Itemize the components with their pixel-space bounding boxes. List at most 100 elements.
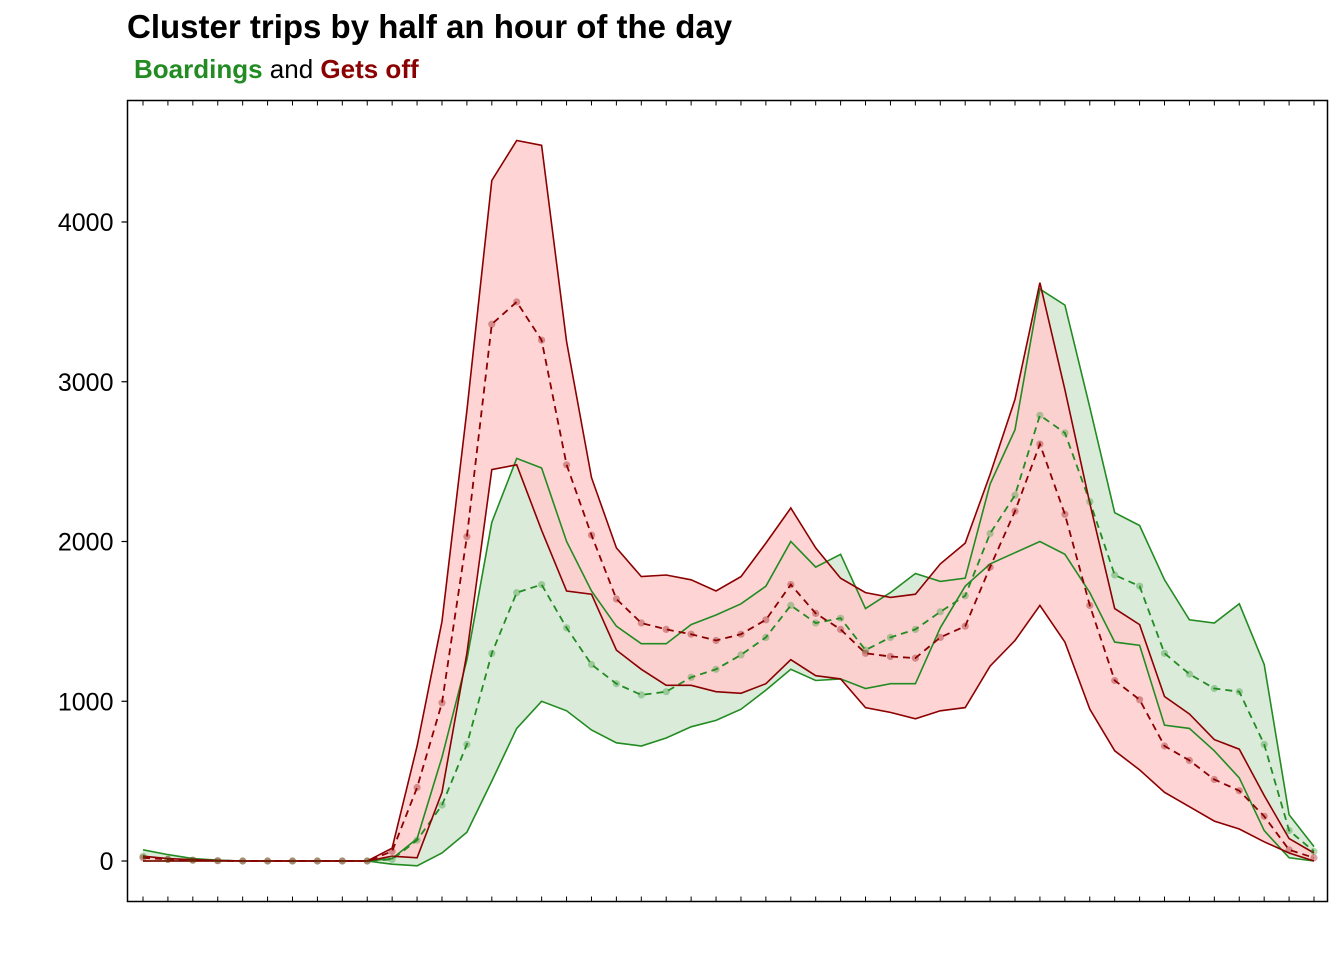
boardings-mean-point <box>513 589 521 597</box>
gets-off-mean-line <box>142 300 1315 862</box>
boardings-mean-point <box>264 857 272 865</box>
boardings-mean-point <box>837 614 845 622</box>
boardings-mean-point <box>986 529 994 538</box>
boardings-mean-point <box>288 857 297 865</box>
boardings-mean-point <box>1111 571 1119 579</box>
gets-off-mean-point <box>463 533 471 541</box>
gets-off-mean-point <box>239 857 247 865</box>
boardings-mean-point <box>1136 582 1144 590</box>
x-axis-ticks <box>142 100 1315 902</box>
line-layer <box>142 139 1315 867</box>
boardings-mean-point <box>1285 827 1293 835</box>
boardings-mean-point <box>164 855 172 864</box>
y-axis-ticks: 0 1000 2000 3000 4000 <box>58 209 128 876</box>
gets-off-mean-point <box>1086 601 1094 610</box>
boardings-mean-point <box>911 625 920 634</box>
gets-off-mean-point <box>762 616 770 624</box>
subtitle-gets-off: Gets off <box>320 54 419 84</box>
gets-off-mean-point <box>538 336 546 344</box>
boardings-mean-point <box>886 633 895 642</box>
gets-off-mean-point <box>164 855 172 864</box>
gets-off-mean-point <box>1235 787 1243 795</box>
boardings-mean-point <box>737 651 745 659</box>
gets-off-mean-point <box>1210 775 1218 784</box>
boardings-range-band <box>143 289 1314 866</box>
gets-off-mean-point <box>264 857 272 865</box>
subtitle-boardings: Boardings <box>134 54 263 84</box>
band-layer <box>143 140 1314 866</box>
boardings-mean-point <box>687 673 695 681</box>
gets-off-mean-point <box>612 595 621 603</box>
boardings-mean-point <box>861 646 870 654</box>
chart-subtitle: Boardings and Gets off <box>134 54 419 85</box>
gets-off-mean-point <box>861 649 870 657</box>
plot-frame <box>126 99 1329 903</box>
boardings-mean-point <box>413 836 421 844</box>
gets-off-mean-point <box>1136 696 1144 704</box>
gets-off-mean-point <box>313 857 321 865</box>
gets-off-mean-point <box>363 857 371 865</box>
y-tick-label: 2000 <box>58 529 114 557</box>
boardings-mean-point <box>612 680 621 688</box>
gets-off-mean-point <box>986 563 994 571</box>
chart-title: Cluster trips by half an hour of the day <box>127 8 733 45</box>
gets-off-mean-point <box>637 619 645 627</box>
gets-off-mean-point <box>1185 756 1193 765</box>
gets-off-mean-point <box>1036 440 1044 448</box>
boardings-mean-point <box>538 581 546 589</box>
boardings-mean-point <box>1160 649 1169 657</box>
boardings-mean-point <box>961 592 969 600</box>
boardings-mean-point <box>214 857 222 865</box>
boardings-mean-point <box>1310 847 1318 856</box>
gets-off-mean-point <box>737 630 745 638</box>
boardings-mean-point <box>563 624 571 632</box>
gets-off-mean-point <box>911 654 920 662</box>
boardings-mean-point <box>1011 491 1019 499</box>
gets-off-mean-point <box>139 854 147 862</box>
boardings-mean-point <box>712 665 720 673</box>
boardings-mean-point <box>812 619 820 627</box>
boardings-mean-point <box>239 857 247 865</box>
gets-off-mean-point <box>413 783 421 792</box>
y-tick-label: 4000 <box>58 209 114 237</box>
subtitle-connector: and <box>262 54 321 84</box>
gets-off-mean-point <box>288 857 297 865</box>
gets-off-mean-point <box>214 857 222 865</box>
gets-off-mean-point <box>1061 510 1069 518</box>
boardings-mean-point <box>388 855 396 864</box>
y-tick-label: 3000 <box>58 369 114 397</box>
gets-off-mean-point <box>338 857 346 865</box>
gets-off-mean-point <box>1011 507 1019 515</box>
boardings-mean-point <box>587 660 596 669</box>
boardings-mean-point <box>1185 670 1193 678</box>
gets-off-mean-point <box>961 622 969 630</box>
gets-off-mean-point <box>837 625 845 634</box>
gets-off-mean-point <box>438 699 446 707</box>
boardings-mean-point <box>438 801 446 809</box>
gets-off-mean-point <box>388 847 396 856</box>
gets-off-mean-point <box>936 633 944 642</box>
boardings-mean-point <box>936 608 944 616</box>
gets-off-mean-point <box>712 636 720 645</box>
y-tick-label: 0 <box>100 848 114 876</box>
boardings-mean-point <box>1235 688 1243 696</box>
y-tick-label: 1000 <box>58 688 114 716</box>
boardings-mean-point <box>488 649 496 657</box>
gets-off-mean-point <box>1260 812 1268 820</box>
boardings-mean-point <box>139 852 147 860</box>
gets-off-range-band <box>143 140 1314 861</box>
gets-off-mean-point <box>189 856 197 864</box>
boardings-mean-point <box>1036 411 1044 419</box>
boardings-mean-point <box>463 740 471 749</box>
boardings-mean-point <box>1086 498 1094 506</box>
gets-off-mean-point <box>1111 676 1119 685</box>
point-layer <box>139 298 1318 865</box>
boardings-mean-point <box>189 856 197 864</box>
gets-off-mean-point <box>687 630 695 638</box>
boardings-mean-point <box>338 857 346 865</box>
gets-off-mean-point <box>513 298 521 306</box>
gets-off-mean-point <box>1310 854 1318 862</box>
gets-off-mean-point <box>563 461 571 469</box>
boardings-mean-point <box>637 691 645 699</box>
